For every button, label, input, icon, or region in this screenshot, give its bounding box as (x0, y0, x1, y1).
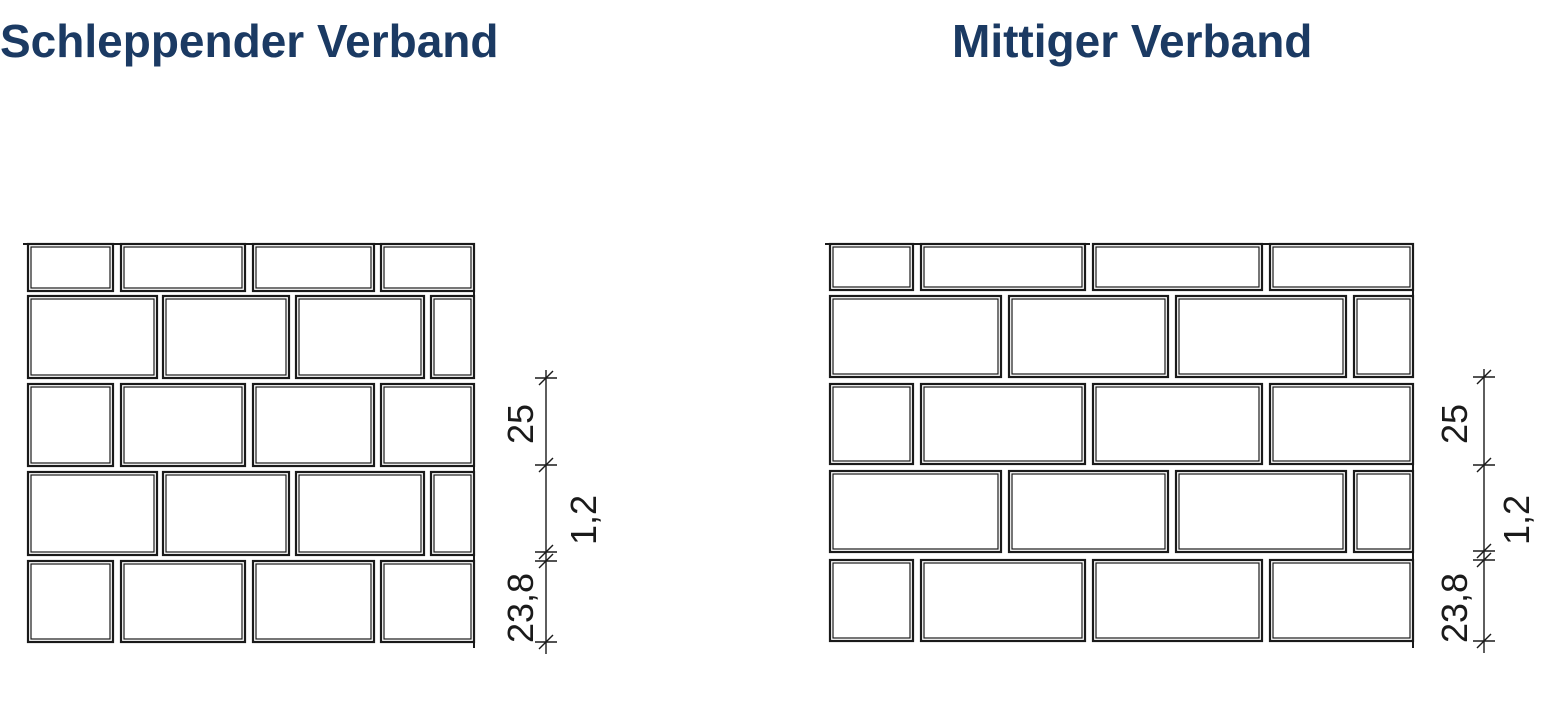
right-brick-r2-3 (1174, 294, 1348, 379)
left-brick-r2-1 (26, 294, 159, 380)
left-brick-r3-3 (251, 382, 376, 468)
left-brick-r3-4 (379, 382, 476, 468)
wall-schleppender-verband (23, 242, 476, 648)
right-brick-r5-2 (919, 558, 1087, 643)
left-brick-r5-3 (251, 559, 376, 644)
right-brick-r5-3 (1091, 558, 1264, 643)
left-brick-r4-2 (161, 470, 291, 557)
dim-label-25-right: 25 (1434, 404, 1475, 444)
right-dim-mark-1 (1476, 369, 1492, 385)
right-dim-mark-4 (1476, 552, 1492, 568)
left-brick-r5-4 (379, 559, 476, 644)
dim-label-joint-left: 1,2 (563, 495, 604, 545)
right-brick-r2-4 (1352, 294, 1415, 379)
right-brick-r1-2 (919, 242, 1087, 292)
left-dim-mark-4 (538, 553, 554, 569)
left-brick-r1-3 (251, 242, 376, 293)
left-brick-r4-4 (429, 470, 476, 557)
right-brick-r4-1 (828, 469, 1003, 554)
right-dim-mark-2 (1476, 457, 1492, 473)
left-brick-r4-3 (294, 470, 426, 557)
right-dimension-chain (1473, 369, 1495, 653)
left-dim-mark-1 (538, 370, 554, 386)
left-dim-mark-2 (538, 457, 554, 473)
right-brick-r3-3 (1091, 382, 1264, 466)
dim-label-238-left: 23,8 (500, 573, 541, 643)
right-brick-r1-1 (828, 242, 915, 292)
left-brick-r3-2 (119, 382, 247, 468)
right-dim-mark-5 (1476, 633, 1492, 649)
right-brick-r2-2 (1007, 294, 1170, 379)
wall-mittiger-verband (825, 242, 1415, 648)
right-brick-r1-3 (1091, 242, 1264, 292)
right-brick-r5-1 (828, 558, 915, 643)
left-brick-r1-1 (26, 242, 115, 293)
panel-title-mittiger: Mittiger Verband (952, 15, 1313, 67)
left-brick-r2-3 (294, 294, 426, 380)
right-brick-r3-1 (828, 382, 915, 466)
left-brick-r2-4 (429, 294, 476, 380)
right-brick-r2-1 (828, 294, 1003, 379)
dim-label-238-right: 23,8 (1434, 573, 1475, 643)
left-brick-r3-1 (26, 382, 115, 468)
left-dim-mark-3 (538, 544, 554, 560)
dim-label-25-left: 25 (500, 404, 541, 444)
left-brick-r1-2 (119, 242, 247, 293)
left-brick-r2-2 (161, 294, 291, 380)
right-brick-r1-4 (1268, 242, 1415, 292)
right-brick-r5-4 (1268, 558, 1415, 643)
right-brick-r3-4 (1268, 382, 1415, 466)
left-dim-mark-5 (538, 634, 554, 650)
right-brick-r4-4 (1352, 469, 1415, 554)
left-brick-r5-2 (119, 559, 247, 644)
right-brick-r4-2 (1007, 469, 1170, 554)
dim-label-joint-right: 1,2 (1496, 495, 1537, 545)
left-dimension-chain (535, 370, 557, 654)
right-brick-r4-3 (1174, 469, 1348, 554)
left-brick-r1-4 (379, 242, 476, 293)
right-brick-r3-2 (919, 382, 1087, 466)
left-brick-r4-1 (26, 470, 159, 557)
panel-title-schleppender: Schleppender Verband (0, 15, 499, 67)
right-dim-mark-3 (1476, 543, 1492, 559)
left-brick-r5-1 (26, 559, 115, 644)
